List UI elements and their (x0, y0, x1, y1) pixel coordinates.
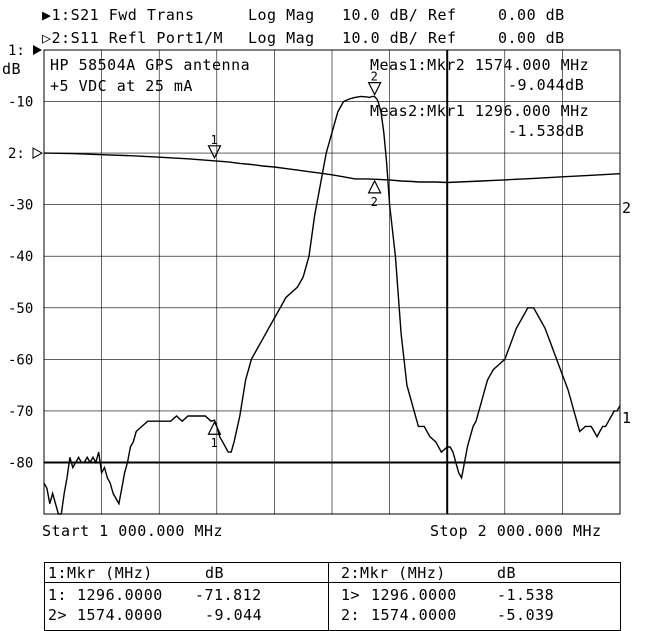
channel-1-ref-value: 0.00 dB (498, 6, 565, 24)
channel-1-ref-label: Ref (428, 6, 457, 24)
marker-number: 2 (371, 70, 378, 84)
y-tick-label: -70 (8, 404, 33, 420)
trace-1-end-label: 1 (622, 409, 632, 427)
meas2-label: Meas2:Mkr1 1296.000 MHz (370, 102, 590, 120)
marker-triangle (207, 420, 222, 435)
y-tick-labels: 1: -10 2: -30 -40 -50 -60 -70 -80 (8, 43, 44, 471)
marker-triangle (207, 145, 222, 160)
marker-number: 2 (371, 195, 378, 209)
marker-1-1: 1 (207, 420, 222, 450)
y-tick-label: -60 (8, 352, 33, 368)
channel-2-param: S11 Refl Port1/M (70, 29, 224, 47)
table-divider-horizontal (45, 582, 620, 583)
y-tick-label: -30 (8, 198, 33, 214)
right-row-1-id: 1> (341, 586, 361, 604)
meas2-value: -1.538dB (508, 122, 585, 140)
right-row-2-value: -5.039 (497, 606, 555, 624)
meas1-label: Meas1:Mkr2 1574.000 MHz (370, 56, 590, 74)
marker-triangle (367, 179, 382, 194)
channel-1-active-indicator: ▶ (42, 6, 52, 24)
markers: 1 2 1 2 (207, 70, 382, 450)
start-frequency: Start 1 000.000 MHz (42, 522, 224, 540)
channel-1-ref-arrow (33, 45, 42, 55)
marker-1-2: 2 (367, 70, 382, 96)
header-line-2: ▷2:S11 Refl Port1/M (42, 29, 223, 47)
y-axis-unit: dB (2, 60, 22, 78)
left-row-2-freq: 1574.0000 (77, 606, 163, 624)
stop-frequency: Stop 2 000.000 MHz (430, 522, 602, 540)
marker-number: 1 (210, 133, 217, 147)
trace-2-end-label: 2 (622, 199, 632, 217)
left-row-2-id: 2> (48, 606, 68, 624)
traces (43, 95, 621, 515)
marker-2-2: 2 (367, 179, 382, 209)
left-table-unit: dB (205, 564, 225, 582)
trace-1 (43, 95, 621, 515)
right-row-2-id: 2: (341, 606, 361, 624)
title-line-2: +5 VDC at 25 mA (50, 77, 193, 95)
channel-2-scale: 10.0 dB/ (342, 29, 419, 47)
marker-number: 1 (210, 436, 217, 450)
marker-triangle (367, 82, 382, 96)
trace-2 (43, 152, 621, 184)
channel-1-number: 1: (51, 6, 71, 24)
marker-2-1: 1 (207, 133, 222, 160)
header-line-1: ▶1:S21 Fwd Trans (42, 6, 195, 24)
y-tick-label: -10 (8, 95, 33, 111)
channel-2-format: Log Mag (248, 29, 315, 47)
left-row-1-freq: 1296.0000 (77, 586, 163, 604)
left-row-1-id: 1: (48, 586, 68, 604)
right-table-header: 2:Mkr (MHz) (341, 564, 446, 582)
y-tick-label: -50 (8, 301, 33, 317)
right-table-unit: dB (497, 564, 517, 582)
channel-1-scale: 10.0 dB/ (342, 6, 419, 24)
right-row-1-value: -1.538 (497, 586, 555, 604)
left-row-1-value: -71.812 (195, 586, 262, 604)
grid (43, 49, 621, 515)
right-row-2-freq: 1574.0000 (371, 606, 457, 624)
left-table-header: 1:Mkr (MHz) (48, 564, 153, 582)
marker-table: 1:Mkr (MHz) dB 1: 1296.0000 -71.812 2> 1… (44, 562, 621, 631)
title-line-1: HP 58504A GPS antenna (50, 56, 251, 74)
channel-2-number: 2: (51, 29, 71, 47)
channel-1-format: Log Mag (248, 6, 315, 24)
left-row-2-value: -9.044 (205, 606, 263, 624)
right-row-1-freq: 1296.0000 (371, 586, 457, 604)
reference-lines (44, 50, 620, 514)
channel-1-param: S21 Fwd Trans (70, 6, 195, 24)
channel-2-ref-arrow (32, 147, 44, 159)
y-tick-label: -40 (8, 249, 33, 265)
channel-2-ref-label: Ref (428, 29, 457, 47)
meas1-value: -9.044dB (508, 76, 585, 94)
y-tick-label: -80 (8, 455, 33, 471)
channel-2-ref-value: 0.00 dB (498, 29, 565, 47)
y-tick-label: 1: (8, 43, 25, 59)
channel-2-indicator: ▷ (42, 29, 52, 47)
table-divider-vertical (328, 563, 329, 630)
y-tick-label: 2: (8, 146, 25, 162)
